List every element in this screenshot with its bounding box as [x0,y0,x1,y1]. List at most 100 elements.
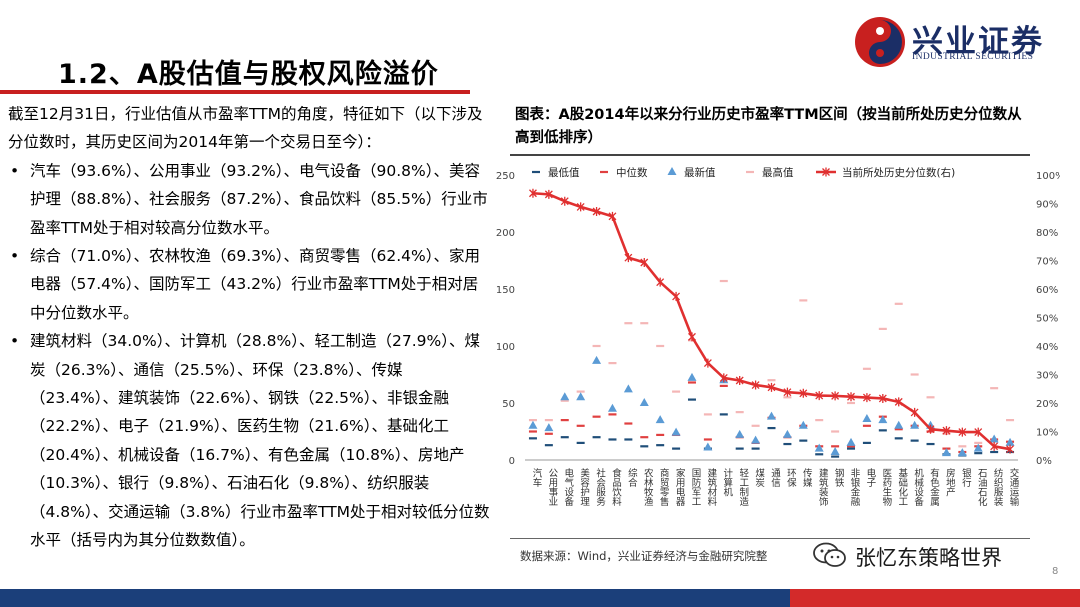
page-number: 8 [1052,566,1059,577]
x-tick-label: 煤炭 [753,467,765,488]
latest-value-mark [687,372,697,381]
latest-value-mark [671,427,681,436]
latest-value-mark [973,443,983,452]
x-tick-label: 非银金融 [849,467,861,507]
x-tick-label: 农林牧渔 [642,467,654,506]
title-underline-bar [0,90,470,94]
latest-value-mark [862,413,872,422]
chart-title: 图表：A股2014年以来分行业历史市盈率TTM区间（按当前所处历史分位数从高到低… [515,107,1022,146]
x-tick-label: 国防军工 [689,468,701,506]
percentile-point [672,291,681,301]
y-left-tick-label: 200 [496,228,515,239]
legend-label: 最低值 [548,166,580,179]
x-tick-label: 石油石化 [976,468,988,507]
bullet-item: • 建筑材料（34.0%）、计算机（28.8%）、轻工制造（27.9%）、煤炭（2… [8,327,490,554]
x-tick-label: 食品饮料 [610,467,622,507]
latest-value-mark [623,384,633,393]
slide-title: 1.2、A股估值与股权风险溢价 [58,59,439,90]
latest-value-mark [941,448,951,457]
latest-value-mark [846,437,856,446]
percentile-point [656,277,665,287]
percentile-point [767,382,776,392]
percentile-point [815,391,824,401]
x-tick-label: 传媒 [801,467,813,488]
y-right-tick-label: 0% [1036,456,1052,467]
percentile-point [894,397,903,407]
latest-value-mark [989,434,999,443]
latest-value-mark [798,420,808,429]
legend-swatch [822,167,830,177]
footer-bar-accent [790,589,1080,607]
bullet-list: • 汽车（93.6%）、公用事业（93.2%）、电气设备（90.8%）、美容护理（… [8,157,490,555]
x-tick-label: 有色金属 [928,467,940,507]
percentile-point [974,427,983,437]
valuation-range-chart: 0 50 100 150 200 250 0% 10% 20% 30% 40% 50% 60% 70% 80… [496,166,1060,507]
wechat-icon [813,542,846,567]
percentile-point [926,424,935,434]
percentile-point [862,393,871,403]
x-tick-label: 纺织服装 [992,467,1004,507]
x-tick-label: 公用事业 [546,468,558,506]
percentile-point [640,257,649,267]
latest-value-mark [560,392,570,401]
percentile-point [1006,444,1015,454]
latest-value-mark [592,355,602,364]
latest-value-mark [655,415,665,424]
y-right-tick-label: 70% [1036,257,1058,268]
legend-swatch [667,167,677,175]
x-tick-label: 银行 [960,467,972,488]
percentile-point [990,441,999,451]
percentile-point [751,380,760,390]
y-right-tick-label: 40% [1036,342,1058,353]
percentile-point [831,391,840,401]
bullet-item: • 汽车（93.6%）、公用事业（93.2%）、电气设备（90.8%）、美容护理（… [8,157,490,242]
latest-value-mark [957,448,967,457]
latest-value-mark [544,423,554,432]
bullet-icon: • [10,247,20,266]
x-tick-label: 环保 [785,468,797,488]
x-tick-label: 交通运输 [1008,467,1020,507]
logo-english-text: INDUSTRIAL SECURITIES [912,52,1034,62]
y-right-tick-label: 30% [1036,371,1058,382]
latest-value-mark [639,398,649,406]
latest-value-mark [894,420,904,429]
percentile-point [719,373,728,383]
percentile-point [624,253,633,263]
x-tick-label: 钢铁 [833,467,845,488]
y-left-tick-label: 250 [496,171,515,182]
latest-value-mark [607,403,617,412]
x-tick-label: 房地产 [944,467,956,497]
bullet-text: 建筑材料（34.0%）、计算机（28.8%）、轻工制造（27.9%）、煤炭（26… [30,332,490,550]
latest-value-mark [814,443,824,452]
percentile-point [783,387,792,397]
percentile-point [688,332,696,342]
x-tick-label: 社会服务 [594,467,606,507]
legend-label: 最新值 [684,166,716,179]
percentile-point [608,211,617,221]
latest-value-mark [910,420,920,429]
latest-value-mark [528,420,538,429]
x-tick-label: 通信 [769,468,781,488]
bullet-text: 汽车（93.6%）、公用事业（93.2%）、电气设备（90.8%）、美容护理（8… [30,161,488,237]
x-tick-label: 商贸零售 [658,467,670,507]
x-tick-label: 汽车 [530,467,542,488]
latest-value-mark [576,392,586,401]
percentile-point [592,206,601,216]
y-left-tick-label: 50 [502,399,515,410]
x-tick-label: 轻工制造 [737,467,749,507]
company-logo: 兴业证券 INDUSTRIAL SECURITIES [852,14,1068,68]
y-right-tick-label: 80% [1036,228,1058,239]
percentile-point [735,375,744,385]
latest-value-mark [751,435,761,444]
latest-value-mark [703,442,713,451]
logo-chinese-text: 兴业证券 [912,24,1044,60]
percentile-point [560,196,569,206]
percentile-point [910,407,919,417]
latest-value-mark [878,415,888,424]
percentile-point [878,393,887,403]
intro-paragraph: 截至12月31日，行业估值从市盈率TTM的角度，特征如下（以下涉及分位数时，其历… [8,105,483,152]
bullet-item: • 综合（71.0%）、农林牧渔（69.3%）、商贸零售（62.4%）、家用电器（… [8,242,490,327]
watermark-text: 张忆东策略世界 [855,546,1002,570]
legend-label: 中位数 [616,166,648,179]
x-tick-label: 电气设备 [562,467,574,507]
